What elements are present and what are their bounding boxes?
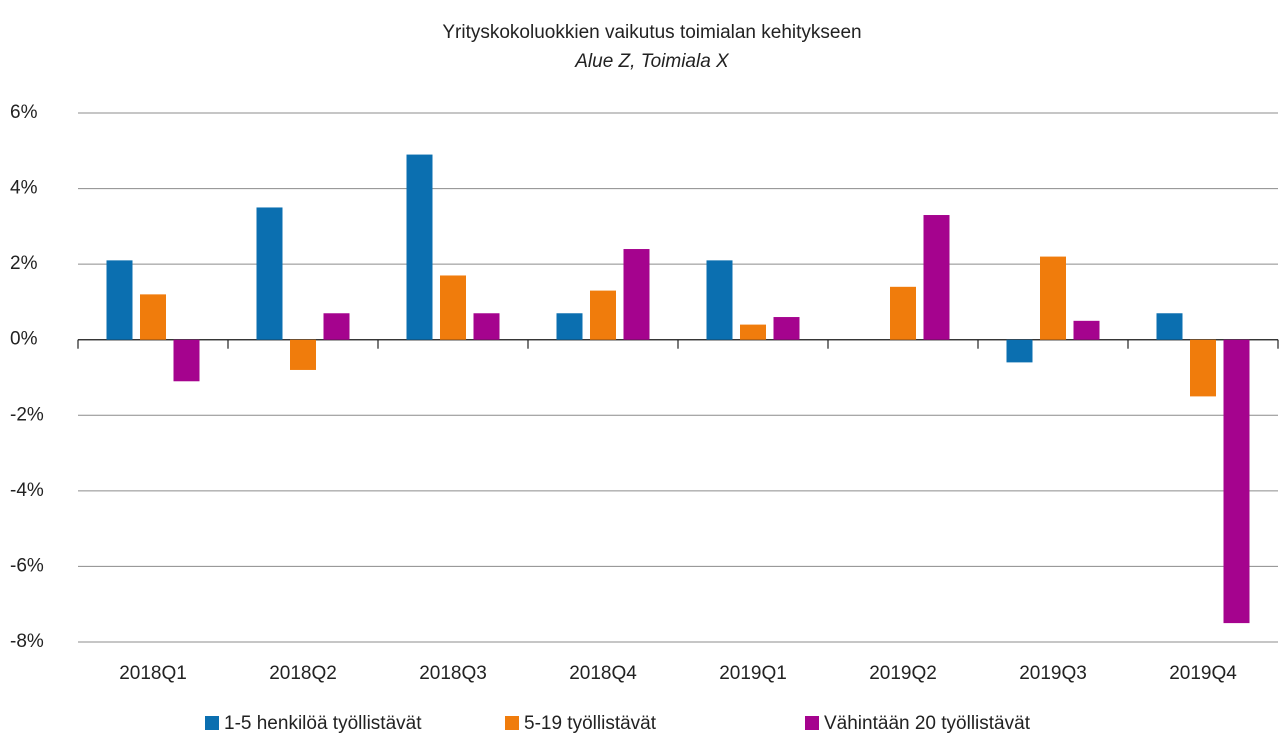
bar: [773, 317, 800, 340]
bar: [106, 260, 133, 340]
legend-swatch: [505, 716, 519, 730]
x-tick-label: 2018Q4: [569, 663, 637, 684]
bar: [473, 313, 500, 340]
x-tick-label: 2019Q1: [719, 663, 787, 684]
y-tick-label: 0%: [10, 329, 38, 350]
bar: [706, 260, 733, 340]
y-tick-label: 2%: [10, 253, 38, 274]
bar: [623, 249, 650, 340]
y-tick-label: -6%: [10, 555, 44, 576]
bar: [923, 215, 950, 340]
bar: [173, 339, 200, 382]
bar: [256, 207, 283, 340]
bar: [140, 294, 166, 340]
bar: [1006, 339, 1033, 363]
x-tick-label: 2018Q1: [119, 663, 187, 684]
y-tick-label: -8%: [10, 631, 44, 652]
bar: [406, 154, 433, 340]
x-tick-label: 2018Q2: [269, 663, 337, 684]
x-tick-label: 2018Q3: [419, 663, 487, 684]
y-tick-label: -4%: [10, 480, 44, 501]
legend-label: Vähintään 20 työllistävät: [824, 713, 1031, 734]
x-tick-label: 2019Q4: [1169, 663, 1237, 684]
legend-swatch: [205, 716, 219, 730]
chart-title: Yrityskokoluokkien vaikutus toimialan ke…: [442, 22, 861, 43]
bar: [290, 339, 316, 370]
chart-subtitle: Alue Z, Toimiala X: [574, 51, 730, 72]
bar: [556, 313, 583, 340]
legend-label: 5-19 työllistävät: [524, 713, 657, 734]
bar: [1156, 313, 1183, 340]
y-tick-label: -2%: [10, 404, 44, 425]
bar: [1073, 320, 1100, 340]
legend-label: 1-5 henkilöä työllistävät: [224, 713, 422, 734]
x-tick-label: 2019Q3: [1019, 663, 1087, 684]
bar: [1040, 256, 1066, 340]
x-tick-label: 2019Q2: [869, 663, 937, 684]
bar: [1190, 339, 1216, 397]
y-tick-label: 4%: [10, 178, 38, 199]
bar: [323, 313, 350, 340]
legend-swatch: [805, 716, 819, 730]
bar: [440, 275, 466, 340]
bar: [740, 324, 766, 340]
bar: [890, 286, 916, 340]
bar: [1223, 339, 1250, 624]
y-tick-label: 6%: [10, 102, 38, 123]
bar: [590, 290, 616, 340]
